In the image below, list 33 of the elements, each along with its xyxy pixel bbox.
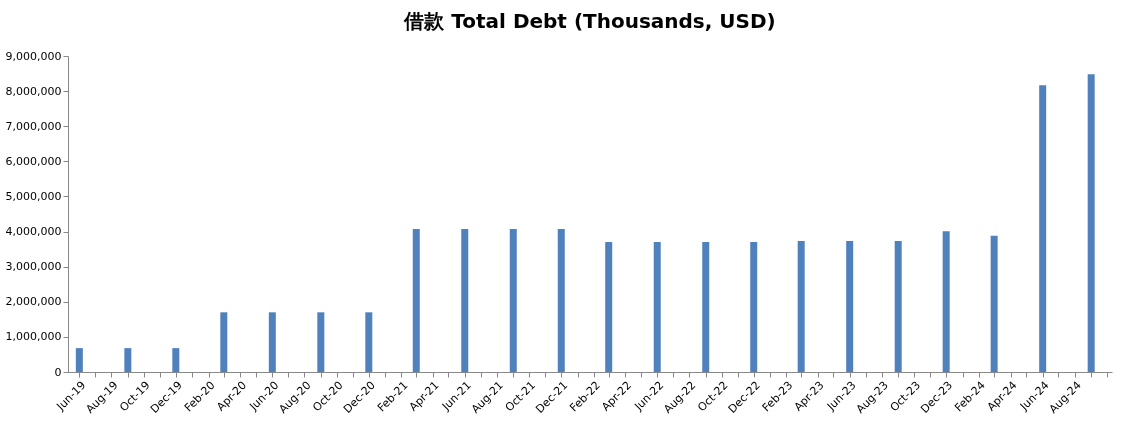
bar	[509, 229, 517, 372]
y-tick-label: 5,000,000	[5, 189, 62, 203]
chart-title: 借款 Total Debt (Thousands, USD)	[403, 9, 776, 33]
y-tick-label: 3,000,000	[5, 260, 62, 274]
bar	[605, 242, 613, 372]
bar	[750, 242, 758, 372]
bar	[942, 231, 950, 372]
bar	[846, 241, 854, 372]
y-tick-label: 0	[54, 365, 62, 379]
bar	[75, 348, 83, 372]
bar	[894, 241, 902, 372]
bar	[557, 229, 565, 372]
bar	[797, 241, 805, 372]
bar	[990, 235, 998, 372]
bar	[317, 312, 325, 372]
bar	[1039, 85, 1047, 372]
bar	[220, 312, 228, 372]
bar	[702, 242, 710, 372]
y-tick-label: 9,000,000	[5, 49, 62, 63]
bar	[412, 229, 420, 372]
bar	[365, 312, 373, 372]
bar	[1087, 74, 1095, 372]
y-tick-label: 7,000,000	[5, 119, 62, 133]
bar	[124, 348, 132, 372]
bar	[172, 348, 180, 372]
y-tick-label: 8,000,000	[5, 84, 62, 98]
bar	[268, 312, 276, 372]
y-tick-label: 4,000,000	[5, 225, 62, 239]
y-tick-label: 6,000,000	[5, 154, 62, 168]
y-tick-label: 2,000,000	[5, 295, 62, 309]
bar	[461, 229, 469, 372]
bar	[653, 242, 661, 372]
y-tick-label: 1,000,000	[5, 330, 62, 344]
